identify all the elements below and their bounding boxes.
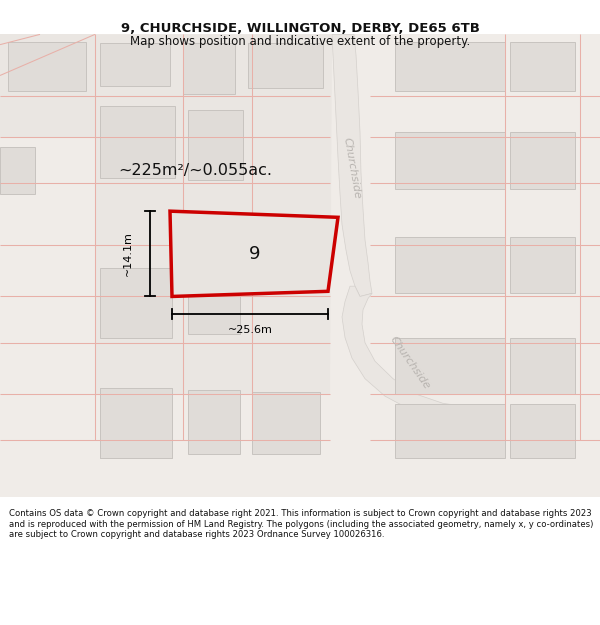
- Text: Map shows position and indicative extent of the property.: Map shows position and indicative extent…: [130, 35, 470, 48]
- Bar: [510, 42, 575, 91]
- Bar: [395, 132, 505, 189]
- Polygon shape: [342, 286, 502, 425]
- Bar: [8, 42, 86, 91]
- Bar: [183, 42, 235, 94]
- Bar: [188, 390, 240, 454]
- Bar: [100, 42, 170, 86]
- Bar: [100, 268, 172, 338]
- Bar: [188, 111, 243, 181]
- Text: Contains OS data © Crown copyright and database right 2021. This information is : Contains OS data © Crown copyright and d…: [9, 509, 593, 539]
- Text: ~14.1m: ~14.1m: [123, 231, 133, 276]
- Bar: [100, 106, 175, 178]
- Bar: [252, 392, 320, 454]
- Text: 9: 9: [249, 246, 261, 263]
- Bar: [100, 388, 172, 458]
- Bar: [395, 404, 505, 458]
- Text: ~25.6m: ~25.6m: [227, 326, 272, 336]
- Polygon shape: [170, 211, 338, 296]
- Polygon shape: [0, 34, 95, 137]
- Bar: [248, 42, 323, 88]
- Text: Churchside: Churchside: [341, 136, 362, 199]
- Bar: [395, 338, 505, 394]
- Polygon shape: [95, 34, 332, 394]
- Bar: [100, 388, 172, 458]
- Bar: [188, 271, 240, 334]
- Bar: [510, 404, 575, 458]
- Bar: [510, 237, 575, 293]
- Bar: [0, 148, 35, 194]
- Bar: [510, 132, 575, 189]
- Bar: [395, 42, 505, 91]
- Bar: [510, 338, 575, 394]
- Text: Churchside: Churchside: [388, 335, 432, 392]
- Bar: [395, 237, 505, 293]
- Text: 9, CHURCHSIDE, WILLINGTON, DERBY, DE65 6TB: 9, CHURCHSIDE, WILLINGTON, DERBY, DE65 6…: [121, 22, 479, 36]
- Polygon shape: [332, 34, 372, 296]
- Text: ~225m²/~0.055ac.: ~225m²/~0.055ac.: [118, 162, 272, 177]
